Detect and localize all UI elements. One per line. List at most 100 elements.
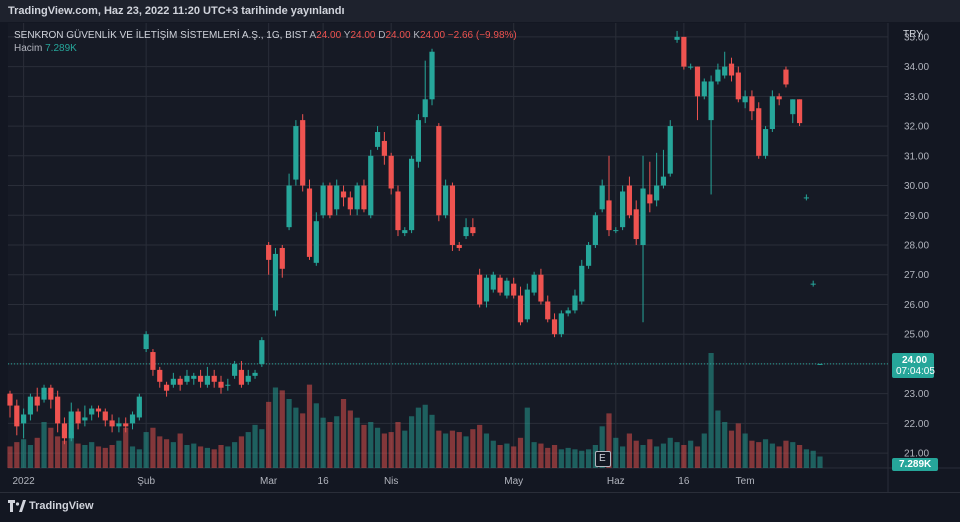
candle-body[interactable]: [456, 245, 462, 248]
candle-body[interactable]: [177, 378, 183, 385]
candle-body[interactable]: [245, 375, 251, 382]
candle-body[interactable]: [708, 81, 714, 121]
candle-body[interactable]: [477, 274, 483, 305]
candle-body[interactable]: [490, 274, 496, 290]
candle-body[interactable]: [613, 230, 619, 232]
candle-body[interactable]: [402, 230, 408, 234]
candle-body[interactable]: [143, 334, 149, 350]
candle-body[interactable]: [381, 140, 387, 156]
candle-body[interactable]: [783, 69, 789, 85]
candle-body[interactable]: [803, 197, 809, 199]
candle-body[interactable]: [211, 375, 217, 382]
candle-body[interactable]: [163, 384, 170, 391]
candle-body[interactable]: [558, 313, 564, 335]
candle-body[interactable]: [374, 132, 381, 147]
candle-body[interactable]: [660, 176, 667, 186]
candle-body[interactable]: [347, 197, 353, 210]
candle-body[interactable]: [7, 393, 13, 406]
candle-body[interactable]: [626, 185, 633, 216]
candle-body[interactable]: [531, 274, 537, 293]
candle-body[interactable]: [483, 277, 490, 302]
candle-body[interactable]: [545, 301, 551, 320]
candle-body[interactable]: [769, 96, 775, 130]
candle-body[interactable]: [75, 411, 81, 424]
candle-body[interactable]: [95, 408, 102, 412]
candle-body[interactable]: [150, 352, 156, 370]
candle-body[interactable]: [361, 185, 367, 210]
candle-body[interactable]: [551, 319, 558, 335]
candle-body[interactable]: [293, 126, 299, 180]
candle-body[interactable]: [136, 396, 142, 418]
candle-body[interactable]: [197, 375, 204, 382]
candle-body[interactable]: [443, 185, 449, 216]
candle-body[interactable]: [674, 36, 680, 40]
candle-body[interactable]: [129, 414, 136, 424]
candle-body[interactable]: [422, 99, 428, 118]
candle-body[interactable]: [599, 185, 605, 210]
candle-body[interactable]: [286, 185, 292, 228]
candle-body[interactable]: [449, 185, 456, 245]
candle-body[interactable]: [585, 245, 592, 266]
candle-body[interactable]: [817, 363, 823, 365]
candle-body[interactable]: [606, 200, 612, 231]
candle-body[interactable]: [170, 378, 176, 385]
candle-body[interactable]: [61, 423, 68, 439]
candle-body[interactable]: [109, 420, 115, 427]
candle-body[interactable]: [633, 209, 639, 240]
candle-body[interactable]: [517, 295, 524, 323]
candle-body[interactable]: [436, 126, 442, 216]
candle-body[interactable]: [538, 274, 544, 302]
candle-body[interactable]: [157, 369, 163, 382]
candle-body[interactable]: [232, 363, 238, 376]
candle-body[interactable]: [225, 384, 231, 386]
candle-body[interactable]: [429, 51, 435, 100]
candle-body[interactable]: [21, 414, 27, 424]
currency-label[interactable]: TRY: [903, 29, 923, 40]
candle-body[interactable]: [27, 396, 34, 415]
candle-body[interactable]: [272, 253, 279, 311]
candle-body[interactable]: [667, 126, 673, 174]
candle-body[interactable]: [334, 185, 340, 210]
candle-body[interactable]: [82, 417, 88, 421]
candle-body[interactable]: [252, 372, 258, 376]
candle-body[interactable]: [388, 155, 394, 189]
candle-body[interactable]: [647, 194, 653, 204]
candle-body[interactable]: [238, 369, 245, 385]
candle-body[interactable]: [504, 280, 510, 296]
candle-body[interactable]: [259, 340, 265, 364]
earnings-event-badge[interactable]: E: [595, 451, 611, 467]
candle-body[interactable]: [579, 265, 585, 302]
candle-body[interactable]: [354, 185, 360, 210]
candle-body[interactable]: [408, 158, 415, 231]
candle-body[interactable]: [306, 188, 313, 257]
candle-body[interactable]: [300, 120, 306, 186]
candle-body[interactable]: [762, 129, 769, 156]
candle-body[interactable]: [41, 387, 47, 400]
candle-body[interactable]: [48, 387, 54, 400]
candle-body[interactable]: [796, 99, 803, 124]
candle-body[interactable]: [184, 375, 190, 382]
candle-body[interactable]: [368, 155, 374, 216]
candle-body[interactable]: [701, 81, 707, 97]
candle-body[interactable]: [810, 283, 816, 285]
candle-body[interactable]: [742, 96, 748, 103]
candle-body[interactable]: [415, 120, 422, 162]
candle-body[interactable]: [279, 247, 285, 269]
candle-body[interactable]: [524, 289, 530, 320]
candle-body[interactable]: [790, 99, 796, 115]
candle-body[interactable]: [640, 188, 646, 245]
candle-body[interactable]: [191, 375, 197, 379]
candle-body[interactable]: [327, 185, 333, 216]
candle-body[interactable]: [340, 191, 347, 198]
candle-body[interactable]: [749, 96, 755, 112]
candle-body[interactable]: [572, 295, 578, 311]
candle-body[interactable]: [266, 245, 272, 260]
candle-body[interactable]: [694, 66, 701, 97]
candle-body[interactable]: [688, 66, 694, 68]
candle-body[interactable]: [320, 185, 326, 216]
candle-body[interactable]: [715, 69, 721, 82]
candle-body[interactable]: [14, 405, 20, 427]
candle-body[interactable]: [102, 411, 108, 421]
candle-body[interactable]: [722, 66, 728, 76]
